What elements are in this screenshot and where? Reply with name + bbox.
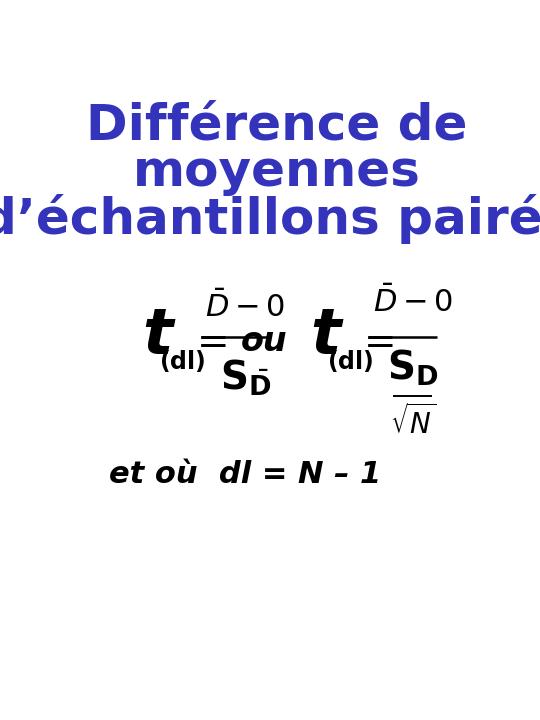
Text: $\mathbf{S}_{\mathbf{D}}$: $\mathbf{S}_{\mathbf{D}}$	[387, 348, 438, 388]
Text: $\boldsymbol{t}$: $\boldsymbol{t}$	[310, 305, 344, 367]
Text: $\boldsymbol{t}$: $\boldsymbol{t}$	[143, 305, 177, 367]
Text: $\mathbf{(dl)}$: $\mathbf{(dl)}$	[159, 348, 206, 374]
Text: $\mathbf{(dl)}$: $\mathbf{(dl)}$	[327, 348, 373, 374]
Text: et où  dl = N – 1: et où dl = N – 1	[109, 460, 382, 489]
Text: $\sqrt{N}$: $\sqrt{N}$	[390, 404, 436, 440]
Text: Différence de: Différence de	[86, 102, 468, 149]
Text: d’échantillons pairés: d’échantillons pairés	[0, 194, 540, 245]
Text: moyennes: moyennes	[133, 148, 421, 197]
Text: $\bar{D}-0$: $\bar{D}-0$	[205, 291, 286, 323]
Text: $\mathbf{S}_{\mathbf{\bar{D}}}$: $\mathbf{S}_{\mathbf{\bar{D}}}$	[220, 357, 271, 397]
Text: $=$: $=$	[356, 323, 394, 361]
Text: $=$: $=$	[188, 323, 227, 361]
Text: ou: ou	[241, 325, 287, 358]
Text: $\bar{D}-0$: $\bar{D}-0$	[373, 285, 453, 318]
